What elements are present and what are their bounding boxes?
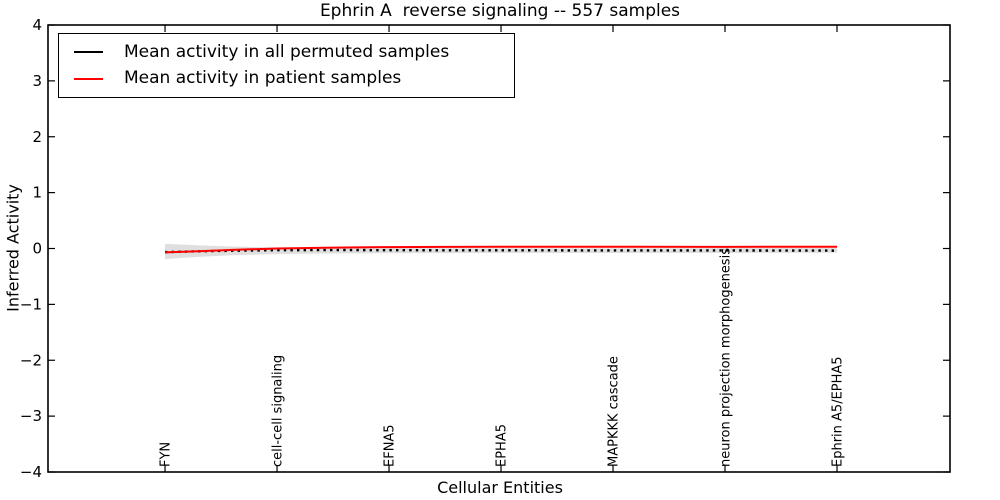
legend-label-permuted: Mean activity in all permuted samples	[124, 41, 450, 62]
x-tick-label: MAPKKK cascade	[607, 356, 622, 467]
y-tick-label: 1	[32, 184, 42, 202]
y-tick-label: 0	[32, 240, 42, 258]
y-axis-label: Inferred Activity	[3, 184, 23, 312]
permuted-line-sample-icon	[74, 51, 103, 54]
series-line-patient	[165, 245, 837, 254]
legend-label-patient: Mean activity in patient samples	[124, 68, 402, 89]
x-tick-label: Ephrin A5/EPHA5	[830, 356, 845, 467]
y-tick-label: −1	[20, 295, 42, 313]
x-tick-label: neuron projection morphogenesis	[719, 248, 734, 467]
y-tick-label: 4	[32, 16, 42, 34]
confidence-band	[165, 243, 837, 260]
x-tick-label: EFNA5	[383, 424, 398, 467]
x-axis-label: Cellular Entities	[437, 478, 563, 497]
y-tick-label: 2	[32, 128, 42, 146]
y-tick-label: −2	[20, 351, 42, 369]
x-tick-label: EPHA5	[495, 424, 510, 467]
chart-title: Ephrin A reverse signaling -- 557 sample…	[319, 1, 681, 21]
legend: Mean activity in all permuted samples Me…	[58, 33, 515, 98]
x-tick-label: FYN	[159, 442, 174, 467]
y-tick-label: 3	[32, 72, 42, 90]
legend-entry-patient: Mean activity in patient samples	[74, 70, 514, 87]
y-tick-label: −4	[20, 463, 42, 481]
patient-line-sample-icon	[74, 77, 103, 80]
legend-entry-permuted: Mean activity in all permuted samples	[74, 41, 514, 62]
y-tick-label: −3	[20, 407, 42, 425]
x-tick-label: cell-cell signaling	[271, 355, 286, 467]
